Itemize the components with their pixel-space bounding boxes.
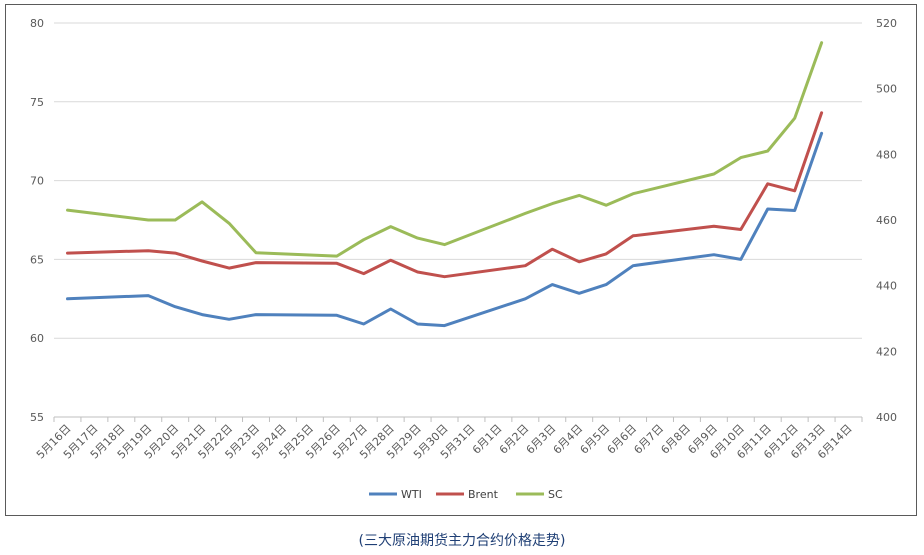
y-left-tick-label: 70 bbox=[30, 175, 44, 188]
series-line-wti bbox=[66, 131, 824, 328]
legend-label-sc: SC bbox=[548, 488, 563, 501]
chart-caption: (三大原油期货主力合约价格走势) bbox=[358, 533, 566, 549]
series-line-brent bbox=[66, 111, 824, 279]
y-left-tick-label: 55 bbox=[30, 411, 44, 424]
y-axis-right: 400 420 440 460 480 500 520 bbox=[876, 17, 897, 424]
y-left-tick-label: 80 bbox=[30, 17, 44, 30]
legend-label-wti: WTI bbox=[401, 488, 422, 501]
y-left-tick-label: 60 bbox=[30, 332, 44, 345]
chart-frame: 55 60 65 70 75 80 400 420 440 460 480 500 520 5月16日… bbox=[5, 4, 917, 516]
y-right-tick-label: 420 bbox=[876, 345, 897, 358]
x-tick-label: 6月6日 bbox=[605, 422, 640, 457]
series-line-sc bbox=[66, 41, 824, 258]
legend-label-brent: Brent bbox=[468, 488, 499, 501]
legend: WTI Brent SC bbox=[369, 488, 563, 501]
series-layer bbox=[66, 41, 824, 328]
y-right-tick-label: 520 bbox=[876, 17, 897, 30]
x-tick-label: 6月1日 bbox=[470, 422, 505, 457]
x-tick-label: 6月2日 bbox=[497, 422, 532, 457]
x-tick-label: 6月4日 bbox=[551, 422, 586, 457]
y-right-tick-label: 440 bbox=[876, 280, 897, 293]
y-right-tick-label: 400 bbox=[876, 411, 897, 424]
y-left-tick-label: 75 bbox=[30, 96, 44, 109]
y-axis-left: 55 60 65 70 75 80 bbox=[30, 17, 44, 424]
x-tick-label: 6月7日 bbox=[631, 422, 666, 457]
x-tick-label: 6月8日 bbox=[658, 422, 693, 457]
y-left-tick-label: 65 bbox=[30, 253, 44, 266]
x-tick-label: 6月5日 bbox=[578, 422, 613, 457]
y-right-tick-label: 500 bbox=[876, 83, 897, 96]
x-tick-label: 6月3日 bbox=[524, 422, 559, 457]
grid-lines bbox=[54, 22, 862, 339]
line-chart: 55 60 65 70 75 80 400 420 440 460 480 500 520 5月16日… bbox=[30, 17, 897, 501]
x-axis: 5月16日5月17日5月18日5月19日5月20日5月21日5月22日5月23日… bbox=[34, 416, 863, 462]
y-right-tick-label: 480 bbox=[876, 148, 897, 161]
y-right-tick-label: 460 bbox=[876, 214, 897, 227]
